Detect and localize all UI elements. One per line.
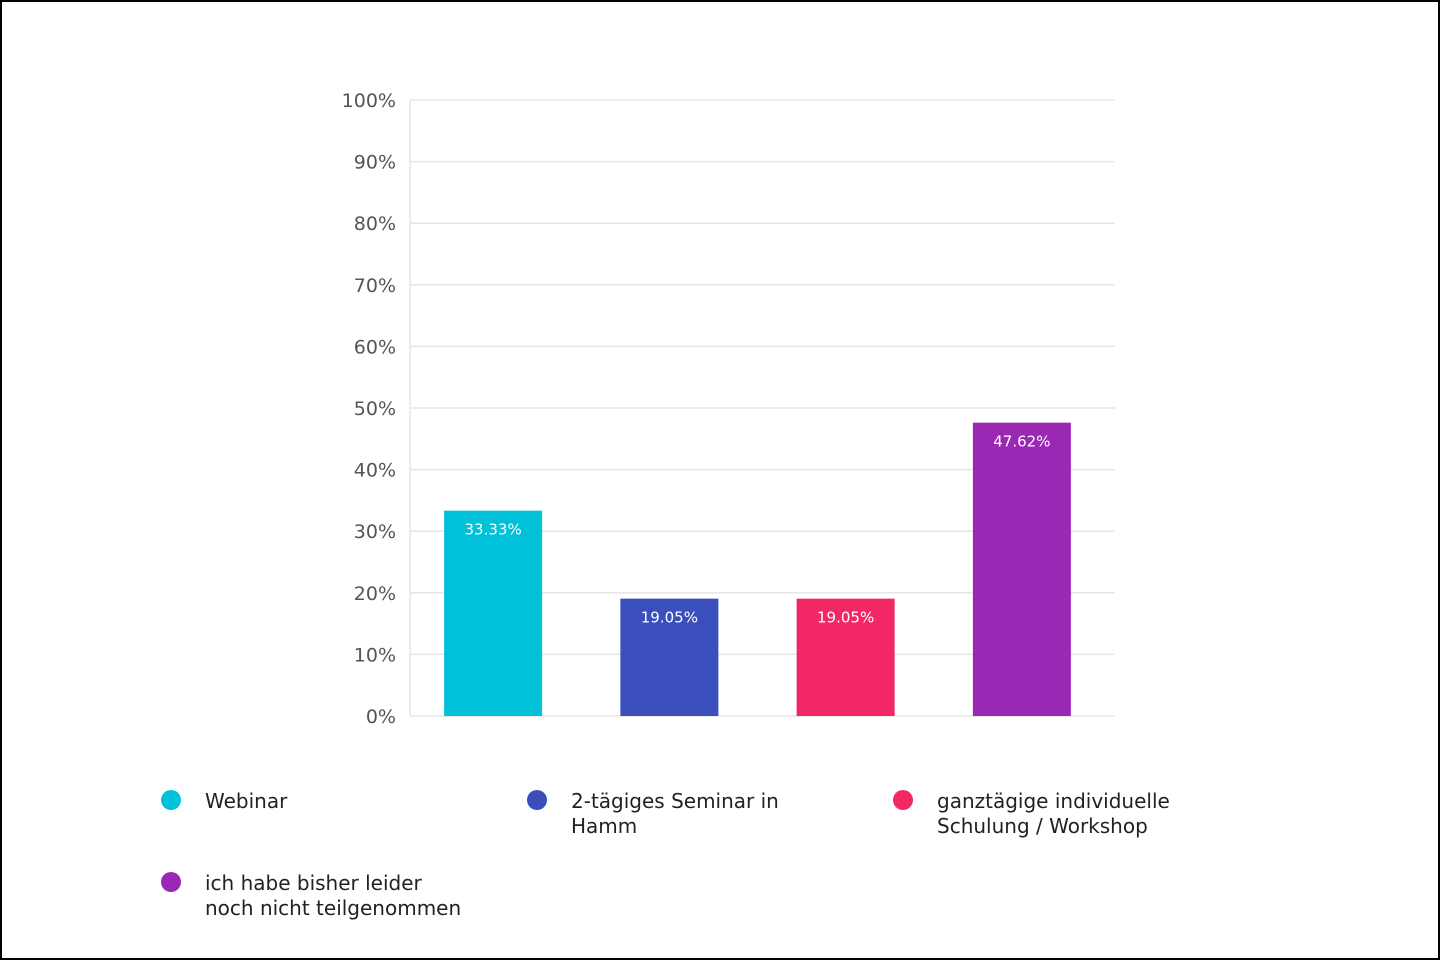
bars [444,422,1071,716]
y-tick-label: 10% [354,644,396,666]
y-tick-label: 40% [354,460,396,482]
bar-value-label: 19.05% [641,609,698,627]
bar[interactable] [620,598,719,716]
y-tick-label: 50% [354,398,396,420]
y-axis-ticks: 0% 10% 20% 30% 40% 50% 60% 70% 80% 90% 100% [342,90,396,728]
bar[interactable] [972,422,1071,716]
bar-value-label: 19.05% [817,609,874,627]
y-tick-label: 80% [354,213,396,235]
y-tick-label: 90% [354,152,396,174]
bar-value-label: 47.62% [993,433,1050,451]
y-tick-label: 100% [342,90,396,112]
bar[interactable] [444,510,543,716]
bar[interactable] [796,598,895,716]
y-tick-label: 60% [354,336,396,358]
bar-value-label: 33.33% [465,521,522,539]
y-tick-label: 30% [354,521,396,543]
y-tick-label: 20% [354,583,396,605]
bar-value-labels: 33.33% 19.05% 19.05% 47.62% [465,433,1051,627]
y-tick-label: 0% [366,706,396,728]
y-tick-label: 70% [354,275,396,297]
